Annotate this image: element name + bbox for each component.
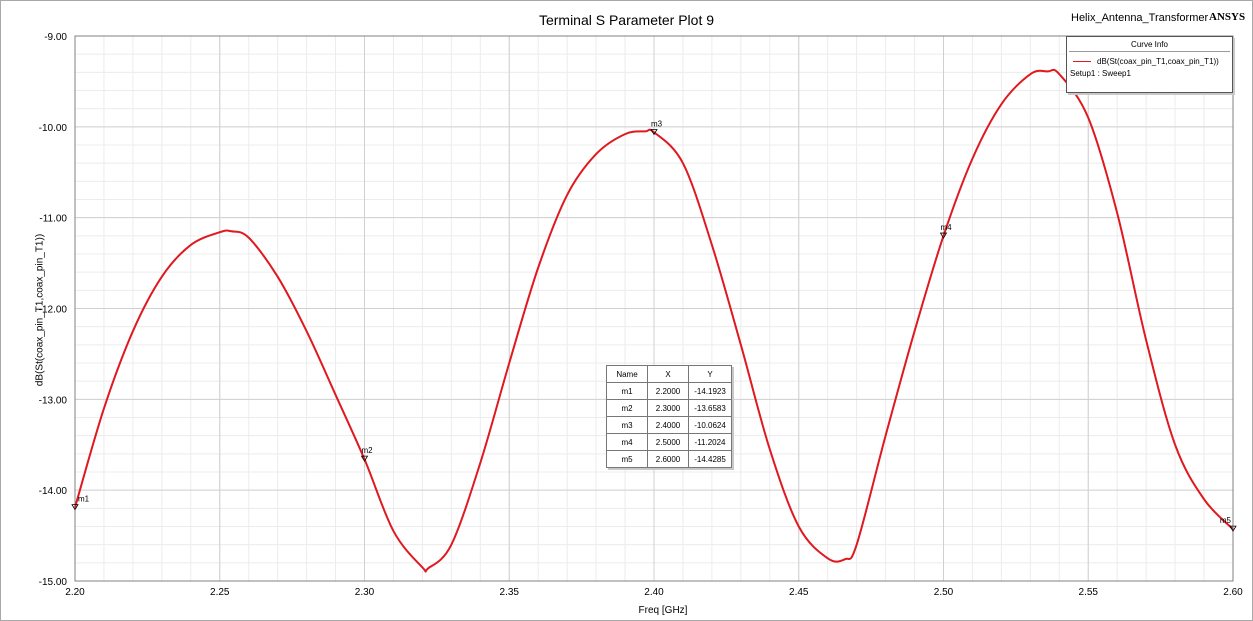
x-axis-label: Freq [GHz] (638, 605, 688, 616)
marker-name: m2 (606, 399, 648, 417)
project-name: Helix_Antenna_Transformer (1071, 12, 1209, 24)
plot-border (74, 35, 1234, 582)
y-axis-label: dB(St(coax_pin_T1,coax_pin_T1)) (34, 233, 46, 387)
marker-x: 2.5000 (647, 433, 689, 451)
x-tick-label: 2.25 (210, 587, 230, 598)
y-tick-label: -9.00 (44, 32, 67, 43)
marker-table[interactable]: Name X Y m1 2.2000 -14.1923 m2 2.3000 -1… (606, 365, 732, 468)
marker-label: m5 (1220, 516, 1232, 525)
marker-y: -10.0624 (688, 416, 732, 434)
x-tick-label: 2.20 (65, 587, 85, 598)
marker-label: m2 (362, 446, 374, 455)
x-tick-label: 2.50 (934, 587, 954, 598)
marker-y: -11.2024 (688, 433, 732, 451)
marker-x: 2.4000 (647, 416, 689, 434)
legend-title: Curve Info (1069, 37, 1230, 52)
legend-entry[interactable]: dB(St(coax_pin_T1,coax_pin_T1)) (1067, 56, 1232, 68)
marker-triangle (650, 129, 658, 136)
marker-x: 2.6000 (647, 450, 689, 468)
marker-name: m3 (606, 416, 648, 434)
y-tick-label: -10.00 (39, 123, 68, 134)
marker-y: -13.6583 (688, 399, 732, 417)
header-y: Y (688, 365, 732, 383)
legend-entry-label: dB(St(coax_pin_T1,coax_pin_T1)) (1097, 57, 1219, 66)
marker-x: 2.2000 (647, 382, 689, 400)
marker-triangle (939, 232, 948, 239)
table-row[interactable]: m4 2.5000 -11.2024 (606, 433, 732, 451)
y-tick-label: -13.00 (39, 395, 68, 406)
marker-triangle (1229, 525, 1237, 532)
table-row[interactable]: m1 2.2000 -14.1923 (606, 382, 732, 400)
y-tick-label: -15.00 (39, 577, 68, 588)
series-line (74, 68, 1234, 573)
header-x: X (647, 365, 689, 383)
plot-title: Terminal S Parameter Plot 9 (538, 12, 715, 28)
x-tick-label: 2.45 (789, 587, 809, 598)
marker-label: m1 (78, 495, 90, 504)
table-row[interactable]: m5 2.6000 -14.4285 (606, 450, 732, 468)
marker-name: m1 (606, 382, 648, 400)
y-tick-label: -14.00 (39, 486, 68, 497)
trace-layer (74, 68, 1234, 573)
x-tick-label: 2.40 (644, 587, 664, 598)
x-tick-labels: 2.20 2.25 2.30 2.35 2.40 2.45 2.50 2.55 2.60 (65, 587, 1243, 598)
ansys-logo: ANSYS (1209, 11, 1246, 23)
header-name: Name (606, 365, 648, 383)
legend-swatch (1073, 61, 1091, 62)
marker-triangle (71, 504, 79, 511)
marker-name: m4 (606, 433, 648, 451)
y-tick-labels: -9.00 -10.00 -11.00 -12.00 -13.00 -14.00 -15.0… (39, 32, 68, 588)
marker-y: -14.1923 (688, 382, 732, 400)
marker-triangle (360, 455, 369, 462)
marker-label: m4 (941, 223, 953, 232)
y-tick-label: -11.00 (39, 214, 67, 225)
x-tick-label: 2.35 (500, 587, 520, 598)
marker-name: m5 (606, 450, 648, 468)
marker-table-header: Name X Y (606, 365, 732, 383)
marker-y: -14.4285 (688, 450, 732, 468)
table-row[interactable]: m2 2.3000 -13.6583 (606, 399, 732, 417)
y-tick-label: -12.00 (39, 305, 68, 316)
table-row[interactable]: m3 2.4000 -10.0624 (606, 416, 732, 434)
x-tick-label: 2.55 (1079, 587, 1099, 598)
x-tick-label: 2.30 (355, 587, 375, 598)
marker-label: m3 (651, 120, 663, 129)
x-tick-label: 2.60 (1223, 587, 1243, 598)
curve-info-legend[interactable]: Curve Info dB(St(coax_pin_T1,coax_pin_T1… (1066, 36, 1233, 93)
marker-x: 2.3000 (647, 399, 689, 417)
legend-setup-label: Setup1 : Sweep1 (1070, 69, 1131, 78)
